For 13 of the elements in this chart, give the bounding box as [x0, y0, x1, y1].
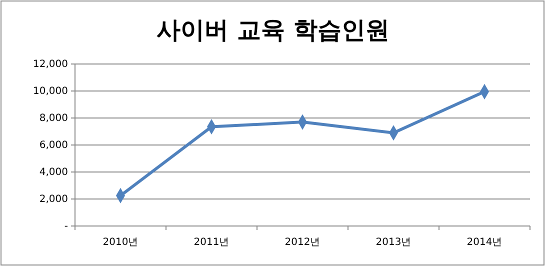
y-tick-label: 2,000 [39, 194, 68, 206]
x-tick-label: 2010년 [102, 237, 138, 248]
x-tick-label: 2014년 [466, 237, 502, 248]
y-tick-label: - [64, 221, 68, 232]
x-tick-label: 2012년 [284, 237, 320, 248]
x-tick-label: 2011년 [194, 237, 230, 248]
x-tick-label: 2013년 [376, 237, 412, 248]
chart-title: 사이버 교육 학습인원 [156, 16, 390, 44]
y-tick-label: 6,000 [39, 140, 68, 152]
y-tick-label: 4,000 [39, 167, 68, 178]
y-tick-label: 12,000 [33, 59, 68, 70]
y-tick-label: 10,000 [33, 86, 68, 98]
y-tick-label: 8,000 [39, 113, 68, 124]
